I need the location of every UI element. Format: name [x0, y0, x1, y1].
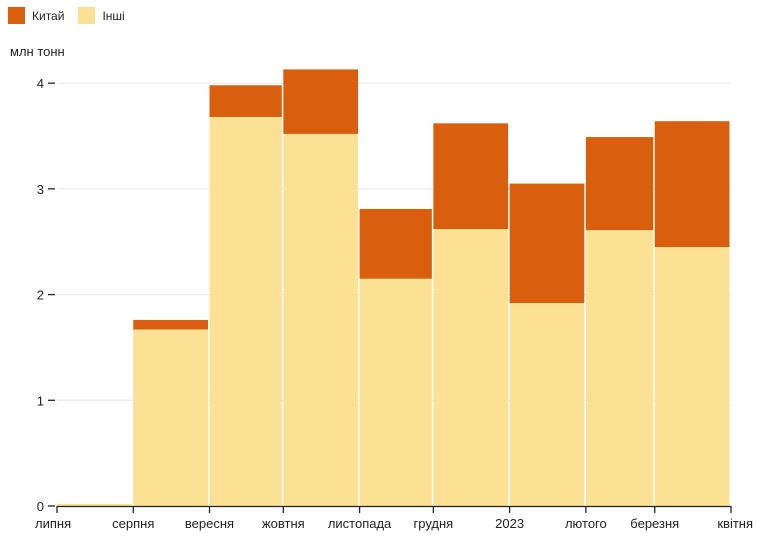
legend-swatch-china [8, 7, 25, 24]
bar-others-2 [209, 116, 282, 506]
bar-others-8 [654, 247, 730, 506]
bar-china-7 [585, 137, 654, 231]
x-tick-label-6: 2023 [495, 516, 524, 531]
bar-china-6 [509, 183, 585, 304]
x-tick-label-9: квітня [717, 516, 753, 531]
x-tick-label-2: вересня [185, 516, 234, 531]
bar-others-3 [283, 133, 359, 506]
bar-china-5 [433, 123, 509, 230]
x-tick-label-8: березня [630, 516, 679, 531]
bar-others-4 [359, 278, 432, 506]
bar-others-1 [133, 329, 209, 506]
y-tick-label-1: 1 [37, 393, 44, 408]
bar-china-2 [209, 85, 282, 117]
bar-others-0 [57, 503, 132, 506]
y-axis-label: млн тонн [10, 44, 65, 59]
y-tick-label-0: 0 [37, 499, 44, 514]
x-tick-label-5: грудня [414, 516, 454, 531]
bar-others-5 [433, 229, 509, 506]
bar-china-1 [133, 319, 209, 330]
bar-china-4 [359, 208, 432, 279]
bar-china-8 [654, 121, 730, 247]
y-tick-label-2: 2 [37, 288, 44, 303]
bar-others-6 [509, 303, 585, 506]
legend-label-others: Інші [102, 8, 125, 23]
y-tick-label-4: 4 [37, 76, 44, 91]
x-tick-label-7: лютого [565, 516, 607, 531]
bar-others-7 [585, 230, 654, 507]
y-tick-label-3: 3 [37, 182, 44, 197]
legend: Китай Інші [8, 7, 139, 24]
x-tick-label-0: липня [35, 516, 71, 531]
legend-swatch-others [78, 7, 96, 24]
x-tick-label-1: серпня [112, 516, 154, 531]
x-tick-label-4: листопада [328, 516, 392, 531]
bar-china-3 [283, 69, 359, 134]
legend-label-china: Китай [32, 8, 65, 23]
x-tick-label-3: жовтня [262, 516, 305, 531]
legend-item-others: Інші [78, 7, 125, 24]
legend-item-china: Китай [8, 7, 64, 24]
